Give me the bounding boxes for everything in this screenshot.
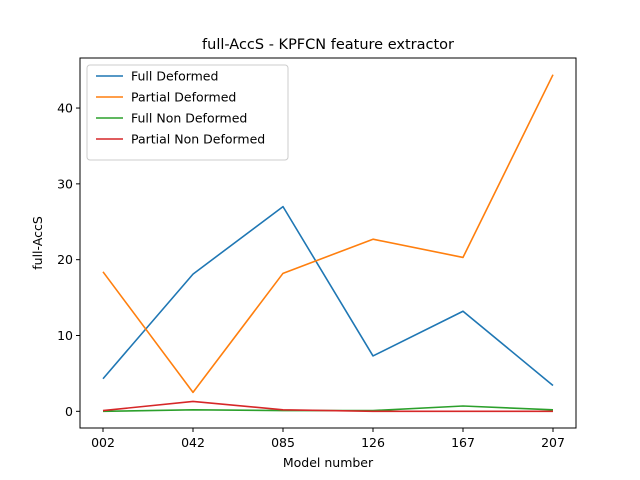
series-line-full-deformed	[102, 205, 554, 387]
x-axis-label: Model number	[283, 455, 374, 470]
legend-label: Full Non Deformed	[131, 111, 247, 126]
chart-title: full-AccS - KPFCN feature extractor	[202, 37, 454, 53]
y-axis-label: full-AccS	[30, 216, 45, 270]
y-tick-label: 0	[65, 404, 73, 419]
legend-box	[86, 64, 289, 161]
series-line-partial-non-deformed	[102, 400, 553, 413]
legend: Full Deformed Partial Deformed Full Non De…	[86, 64, 289, 161]
y-tick-label: 10	[57, 328, 73, 343]
x-tick-label: 126	[361, 435, 385, 450]
x-axis-ticks: 002 042 085 126 167 207	[91, 428, 565, 450]
y-tick-label: 40	[57, 101, 73, 116]
legend-label: Partial Non Deformed	[131, 132, 265, 147]
series-line-partial-deformed	[102, 74, 554, 394]
x-tick-label: 002	[91, 435, 115, 450]
y-axis-ticks: 0 10 20 30 40	[57, 101, 80, 419]
x-tick-label: 207	[541, 435, 565, 450]
y-tick-label: 20	[57, 252, 73, 267]
y-tick-label: 30	[57, 176, 73, 191]
x-tick-label: 167	[451, 435, 475, 450]
x-tick-label: 042	[181, 435, 205, 450]
plot-series-group	[102, 74, 554, 413]
legend-label: Full Deformed	[131, 69, 218, 84]
plot-frame	[79, 57, 577, 429]
legend-label: Partial Deformed	[131, 90, 236, 105]
x-tick-label: 085	[271, 435, 295, 450]
